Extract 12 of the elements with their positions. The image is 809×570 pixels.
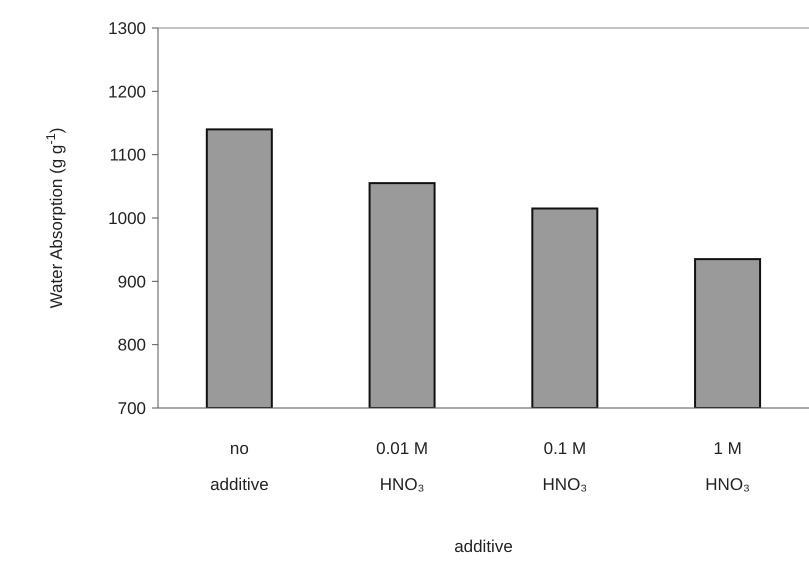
x-axis-title: additive [454,537,513,556]
x-tick-label: 1 M HNO₃ [705,439,750,494]
x-tick-label: 0.01 M HNO₃ [376,439,428,494]
y-tick-label: 1000 [108,209,146,228]
y-tick-label: 1100 [109,146,146,165]
x-tick-label: 0.1 M HNO₃ [542,439,588,494]
y-tick-label: 1200 [108,82,146,102]
y-tick-label: 700 [118,399,146,418]
x-tick-label: no additive [210,439,269,494]
y-tick-label: 800 [118,336,146,355]
y-tick-label: 1300 [108,19,146,38]
y-tick-label: 900 [118,272,146,292]
